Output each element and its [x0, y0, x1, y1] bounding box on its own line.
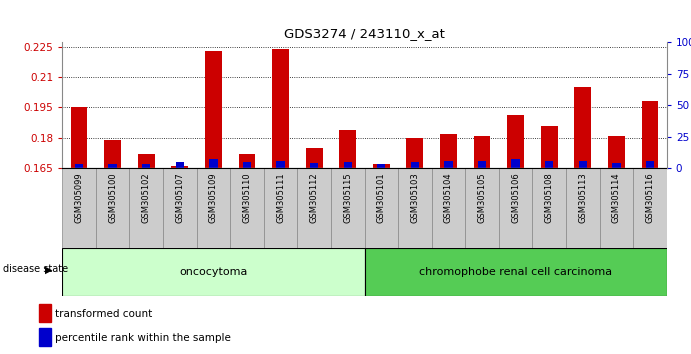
Bar — [608, 136, 625, 168]
Text: GSM305109: GSM305109 — [209, 172, 218, 223]
Bar — [310, 163, 319, 168]
Bar — [339, 130, 356, 168]
Bar — [264, 168, 297, 248]
Bar — [633, 168, 667, 248]
Text: GSM305100: GSM305100 — [108, 172, 117, 223]
Bar — [499, 168, 533, 248]
Bar — [39, 304, 51, 322]
Bar — [343, 162, 352, 168]
Bar — [276, 161, 285, 168]
Text: GSM305112: GSM305112 — [310, 172, 319, 223]
Bar — [138, 154, 155, 168]
Bar — [406, 138, 424, 168]
Bar — [176, 162, 184, 168]
Bar — [331, 168, 365, 248]
Bar — [465, 168, 499, 248]
Bar — [642, 101, 659, 168]
Text: percentile rank within the sample: percentile rank within the sample — [55, 333, 231, 343]
Bar — [129, 168, 163, 248]
Bar — [230, 168, 264, 248]
Bar — [600, 168, 633, 248]
Bar — [297, 168, 331, 248]
Bar — [196, 168, 230, 248]
Bar — [473, 136, 491, 168]
Text: GSM305110: GSM305110 — [243, 172, 252, 223]
Bar — [205, 51, 222, 168]
Text: GSM305114: GSM305114 — [612, 172, 621, 223]
Bar — [62, 248, 365, 296]
Bar — [533, 168, 566, 248]
Bar — [272, 48, 289, 168]
Bar — [373, 164, 390, 168]
Text: GSM305102: GSM305102 — [142, 172, 151, 223]
Text: GSM305106: GSM305106 — [511, 172, 520, 223]
Bar — [574, 87, 591, 168]
Text: disease state: disease state — [3, 264, 68, 274]
Bar — [238, 154, 256, 168]
Bar — [440, 134, 457, 168]
Bar — [75, 164, 83, 168]
Bar — [507, 115, 524, 168]
Bar — [171, 166, 188, 168]
Text: GSM305103: GSM305103 — [410, 172, 419, 223]
Bar — [432, 168, 465, 248]
Text: GSM305108: GSM305108 — [545, 172, 553, 223]
Text: transformed count: transformed count — [55, 308, 153, 319]
Bar — [410, 162, 419, 168]
Text: GSM305116: GSM305116 — [645, 172, 654, 223]
Bar — [209, 159, 218, 168]
Bar — [142, 164, 151, 168]
Bar — [104, 140, 121, 168]
Bar — [478, 161, 486, 168]
Text: GSM305111: GSM305111 — [276, 172, 285, 223]
Bar — [398, 168, 432, 248]
Title: GDS3274 / 243110_x_at: GDS3274 / 243110_x_at — [284, 27, 445, 40]
Bar — [612, 163, 621, 168]
Bar — [108, 164, 117, 168]
Bar — [62, 168, 96, 248]
Bar — [163, 168, 196, 248]
Bar — [511, 159, 520, 168]
Text: GSM305105: GSM305105 — [477, 172, 486, 223]
Bar — [646, 161, 654, 168]
Text: GSM305101: GSM305101 — [377, 172, 386, 223]
Bar — [305, 148, 323, 168]
Text: chromophobe renal cell carcinoma: chromophobe renal cell carcinoma — [419, 267, 612, 277]
Bar — [365, 248, 667, 296]
Bar — [545, 161, 553, 168]
Text: GSM305113: GSM305113 — [578, 172, 587, 223]
Bar — [70, 107, 87, 168]
Bar — [578, 161, 587, 168]
Bar — [541, 126, 558, 168]
Bar — [444, 161, 453, 168]
Bar — [96, 168, 129, 248]
Text: oncocytoma: oncocytoma — [179, 267, 247, 277]
Text: ▶: ▶ — [45, 264, 53, 274]
Text: GSM305104: GSM305104 — [444, 172, 453, 223]
Text: GSM305107: GSM305107 — [176, 172, 184, 223]
Bar — [365, 168, 398, 248]
Bar — [566, 168, 600, 248]
Bar — [377, 164, 386, 168]
Text: GSM305099: GSM305099 — [75, 172, 84, 223]
Bar — [39, 329, 51, 346]
Text: GSM305115: GSM305115 — [343, 172, 352, 223]
Bar — [243, 162, 251, 168]
